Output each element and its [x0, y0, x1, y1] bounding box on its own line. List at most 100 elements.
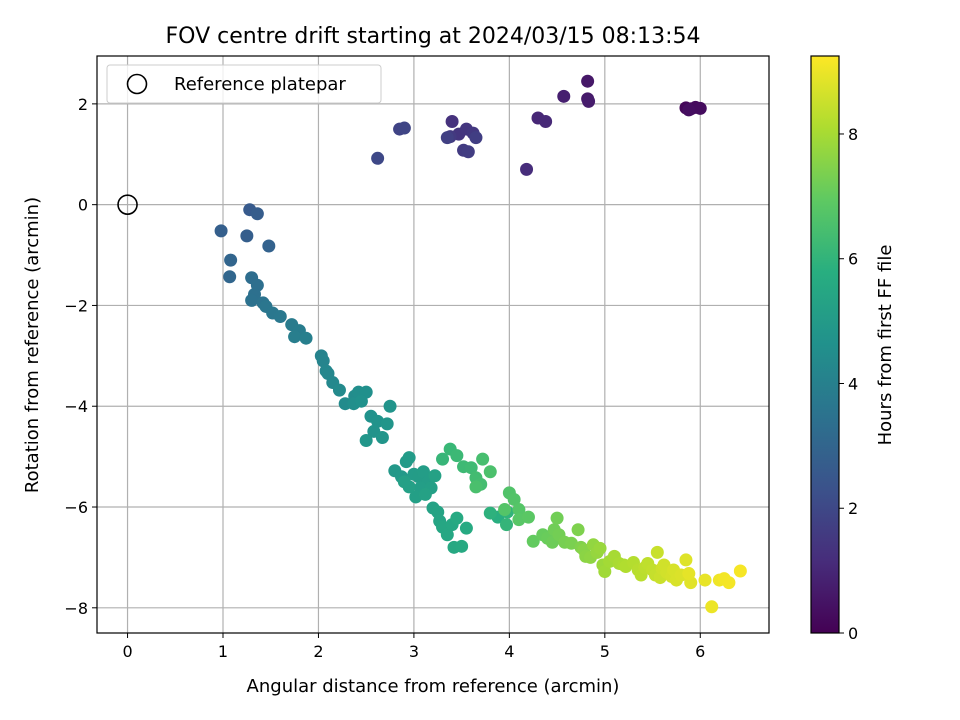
data-point	[693, 101, 707, 115]
data-point	[500, 518, 513, 532]
x-tick-label: 4	[504, 642, 514, 661]
data-point	[464, 461, 478, 475]
y-axis-ticks: −8 −6 −4 −2 0 2	[64, 95, 97, 618]
data-point	[240, 229, 254, 243]
x-tick-label: 0	[122, 642, 132, 661]
legend-label-reference: Reference platepar	[174, 74, 346, 95]
data-point	[332, 383, 346, 397]
reference-marker-layer	[117, 194, 138, 215]
data-point	[476, 452, 490, 466]
data-point	[354, 394, 368, 408]
data-point	[316, 354, 330, 368]
x-tick-label: 5	[600, 642, 610, 661]
data-point	[733, 564, 747, 578]
data-point	[371, 151, 385, 165]
data-point	[571, 523, 585, 537]
x-axis-label: Angular distance from reference (arcmin)	[247, 676, 620, 697]
x-tick-label: 1	[218, 642, 228, 661]
data-point	[440, 131, 454, 145]
gridlines	[97, 56, 769, 633]
data-point	[440, 528, 454, 542]
data-point	[520, 162, 534, 176]
data-point	[402, 451, 416, 465]
data-point	[288, 330, 302, 344]
reference-platepar-marker	[117, 194, 138, 215]
data-point	[498, 503, 512, 517]
data-point	[539, 115, 553, 129]
plot-frame	[96, 55, 770, 634]
data-point	[550, 511, 564, 525]
data-point	[299, 331, 313, 345]
data-point	[461, 145, 475, 159]
x-tick-label: 2	[313, 642, 323, 661]
data-point	[521, 510, 535, 524]
y-tick-label: 0	[78, 196, 88, 215]
colorbar-ticks: 0 2 4 6 8	[839, 125, 858, 643]
data-point	[650, 545, 664, 559]
data-point	[469, 480, 483, 494]
colorbar-tick-label: 0	[848, 624, 858, 643]
data-point	[469, 131, 483, 145]
data-point	[722, 576, 736, 590]
data-point	[526, 534, 540, 548]
data-point	[224, 253, 238, 267]
data-point	[428, 469, 442, 483]
y-tick-label: −4	[64, 397, 88, 416]
data-point	[418, 487, 432, 501]
data-point	[459, 521, 473, 535]
data-point	[682, 103, 696, 117]
data-point	[214, 224, 228, 238]
x-tick-label: 6	[695, 642, 705, 661]
data-point	[245, 293, 259, 307]
data-point	[455, 539, 469, 553]
legend-marker-reference	[126, 73, 148, 95]
data-point	[375, 430, 389, 444]
data-point	[582, 94, 596, 108]
data-point	[581, 74, 595, 88]
y-axis-label: Rotation from reference (arcmin)	[22, 197, 43, 493]
data-point	[598, 565, 612, 579]
colorbar-tick-label: 6	[848, 250, 858, 269]
data-point	[679, 553, 693, 567]
colorbar-tick-label: 4	[848, 374, 858, 393]
scatter-points	[214, 74, 747, 614]
data-point	[512, 503, 526, 517]
y-tick-label: −2	[64, 296, 88, 315]
data-point	[450, 511, 464, 525]
data-point	[682, 567, 696, 581]
data-point	[359, 433, 373, 447]
data-point	[483, 506, 497, 520]
data-point	[262, 239, 276, 253]
legend: Reference platepar	[106, 64, 382, 104]
data-point	[507, 492, 521, 506]
y-tick-label: 2	[78, 95, 88, 114]
colorbar-gradient	[810, 55, 840, 634]
data-point	[698, 573, 712, 587]
data-point	[223, 270, 237, 284]
y-tick-label: −8	[64, 599, 88, 618]
data-point	[397, 475, 411, 489]
colorbar-tick-label: 2	[848, 499, 858, 518]
chart-title: FOV centre drift starting at 2024/03/15 …	[166, 24, 701, 49]
data-point	[483, 465, 497, 479]
data-point	[416, 465, 430, 479]
data-point	[273, 310, 287, 324]
x-axis-ticks: 0 1 2 3 4 5 6	[122, 633, 705, 661]
data-point	[397, 121, 411, 135]
data-point	[445, 115, 459, 129]
x-tick-label: 3	[409, 642, 419, 661]
colorbar-label: Hours from first FF file	[875, 245, 896, 446]
data-point	[705, 600, 719, 614]
colorbar-tick-label: 8	[848, 125, 858, 144]
data-point	[383, 399, 397, 413]
data-point	[380, 417, 394, 431]
data-point	[593, 541, 607, 555]
data-point	[450, 449, 464, 463]
legend-box	[106, 64, 382, 104]
colorbar: 0 2 4 6 8 Hours from first FF file	[810, 55, 896, 643]
data-point	[436, 452, 450, 466]
y-tick-label: −6	[64, 498, 88, 517]
data-point	[250, 207, 264, 221]
data-point	[557, 89, 571, 103]
